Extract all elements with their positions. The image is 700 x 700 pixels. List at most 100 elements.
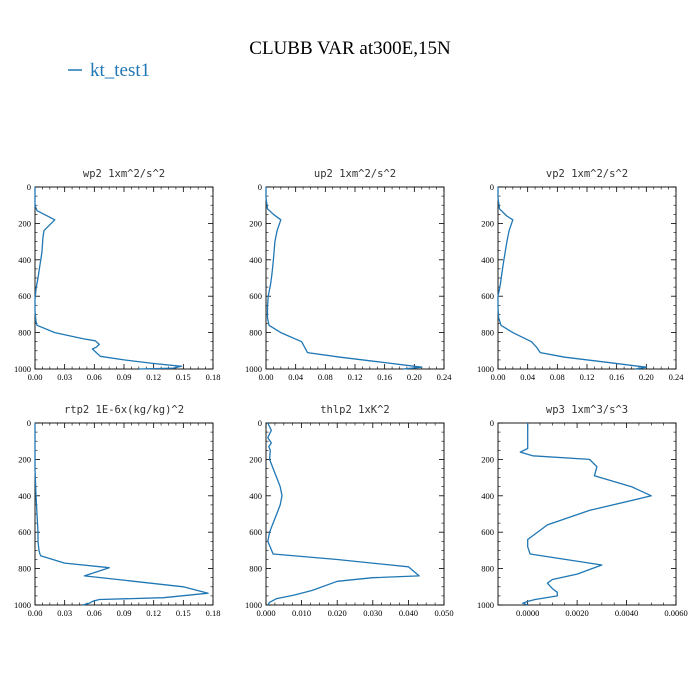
- y-tick-label: 200: [18, 218, 31, 228]
- y-tick-label: 600: [249, 291, 262, 301]
- series-line: [497, 187, 647, 370]
- y-tick-label: 400: [481, 255, 494, 265]
- subplot-title: up2 1xm^2/s^2: [314, 168, 396, 180]
- x-tick-label: 0.16: [377, 372, 392, 382]
- x-tick-label: 0.00: [259, 372, 274, 382]
- plot-frame: [265, 422, 445, 606]
- subplot-title: vp2 1xm^2/s^2: [546, 168, 628, 180]
- y-tick-label: 800: [481, 328, 494, 338]
- x-tick-label: 0.18: [206, 372, 221, 382]
- y-tick-label: 200: [18, 454, 31, 464]
- y-tick-label: 600: [18, 527, 31, 537]
- x-tick-label: 0.0020: [565, 608, 588, 618]
- x-tick-label: 0.15: [176, 372, 191, 382]
- x-tick-label: 0.20: [407, 372, 422, 382]
- y-tick-label: 600: [481, 291, 494, 301]
- x-tick-label: 0.040: [399, 608, 418, 618]
- x-tick-label: 0.00: [28, 608, 43, 618]
- x-tick-label: 0.03: [57, 372, 72, 382]
- x-tick-label: 0.050: [434, 608, 453, 618]
- y-tick-label: 400: [481, 491, 494, 501]
- y-tick-label: 400: [18, 491, 31, 501]
- subplot-grid: wp2 1xm^2/s^2 0.00 0.03 0.06 0.09 0.12 0.15 0.1…: [14, 168, 688, 618]
- y-tick-label: 0: [27, 418, 31, 428]
- figure-legend: kt_test1: [68, 60, 150, 81]
- y-tick-label: 1000: [245, 364, 262, 374]
- y-tick-label: 0: [27, 182, 31, 192]
- y-tick-label: 600: [481, 527, 494, 537]
- y-tick-label: 200: [481, 218, 494, 228]
- subplot-6: wp3 1xm^3/s^3 0.0000 0.0020 0.0040 0.0060 0 20…: [477, 404, 688, 618]
- plot-frame: [497, 186, 677, 370]
- x-tick-label: 0.020: [328, 608, 347, 618]
- series-line: [265, 187, 423, 370]
- x-tick-label: 0.12: [580, 372, 595, 382]
- y-tick-label: 400: [18, 255, 31, 265]
- x-tick-label: 0.09: [117, 608, 132, 618]
- subplot-2: up2 1xm^2/s^2 0.00 0.04 0.08 0.12 0.16 0.20 0.2…: [245, 168, 452, 382]
- x-tick-label: 0.18: [206, 608, 221, 618]
- plot-frame: [265, 186, 445, 370]
- y-tick-label: 400: [249, 255, 262, 265]
- y-tick-label: 600: [18, 291, 31, 301]
- series-line: [267, 422, 420, 606]
- series-line: [519, 423, 652, 606]
- x-tick-label: 0.12: [146, 372, 161, 382]
- x-tick-label: 0.15: [176, 608, 191, 618]
- y-tick-label: 0: [258, 418, 262, 428]
- x-tick-label: 0.16: [609, 372, 624, 382]
- subplot-4: rtp2 1E-6x(kg/kg)^2 0.00 0.03 0.06 0.09 0.12 0…: [14, 404, 220, 618]
- figure-suptitle: CLUBB VAR at300E,15N: [249, 38, 451, 59]
- subplot-title: rtp2 1E-6x(kg/kg)^2: [64, 404, 184, 416]
- y-tick-label: 0: [490, 418, 494, 428]
- y-tick-label: 0: [490, 182, 494, 192]
- x-tick-label: 0.010: [292, 608, 311, 618]
- y-tick-label: 200: [249, 218, 262, 228]
- x-tick-label: 0.20: [639, 372, 654, 382]
- y-tick-label: 200: [249, 454, 262, 464]
- y-tick-label: 800: [249, 328, 262, 338]
- series-line: [34, 187, 183, 370]
- x-tick-label: 0.0060: [664, 608, 687, 618]
- subplot-3: vp2 1xm^2/s^2 0.00 0.04 0.08 0.12 0.16 0.20 0.2…: [477, 168, 684, 382]
- y-tick-label: 1000: [14, 364, 31, 374]
- plot-frame: [34, 422, 214, 606]
- x-tick-label: 0.03: [57, 608, 72, 618]
- y-tick-label: 400: [249, 491, 262, 501]
- x-tick-label: 0.04: [520, 372, 536, 382]
- y-tick-label: 200: [481, 454, 494, 464]
- x-tick-label: 0.12: [348, 372, 363, 382]
- x-tick-label: 0.12: [146, 608, 161, 618]
- x-tick-label: 0.06: [87, 608, 102, 618]
- subplot-title: wp3 1xm^3/s^3: [546, 404, 628, 416]
- x-tick-label: 0.00: [491, 372, 506, 382]
- x-tick-label: 0.08: [550, 372, 565, 382]
- x-tick-label: 0.000: [256, 608, 275, 618]
- y-tick-label: 1000: [477, 600, 494, 610]
- y-tick-label: 800: [18, 328, 31, 338]
- x-tick-label: 0.04: [288, 372, 304, 382]
- series-line: [34, 423, 209, 606]
- y-tick-label: 1000: [14, 600, 31, 610]
- subplot-title: wp2 1xm^2/s^2: [83, 168, 165, 180]
- y-tick-label: 600: [249, 527, 262, 537]
- y-tick-label: 800: [18, 564, 31, 574]
- x-tick-label: 0.24: [669, 372, 685, 382]
- y-tick-label: 1000: [245, 600, 262, 610]
- y-tick-label: 800: [481, 564, 494, 574]
- legend-label: kt_test1: [90, 60, 150, 81]
- x-tick-label: 0.08: [318, 372, 333, 382]
- x-tick-label: 0.0000: [516, 608, 539, 618]
- y-tick-label: 800: [249, 564, 262, 574]
- y-tick-label: 0: [258, 182, 262, 192]
- x-tick-label: 0.24: [437, 372, 453, 382]
- x-tick-label: 0.030: [363, 608, 382, 618]
- x-tick-label: 0.0040: [615, 608, 638, 618]
- subplot-5: thlp2 1xK^2 0.000 0.010 0.020 0.030 0.040 0.05…: [245, 404, 454, 618]
- plot-frame: [34, 186, 214, 370]
- x-tick-label: 0.09: [117, 372, 132, 382]
- x-tick-label: 0.00: [28, 372, 43, 382]
- y-tick-label: 1000: [477, 364, 494, 374]
- subplot-title: thlp2 1xK^2: [320, 404, 390, 416]
